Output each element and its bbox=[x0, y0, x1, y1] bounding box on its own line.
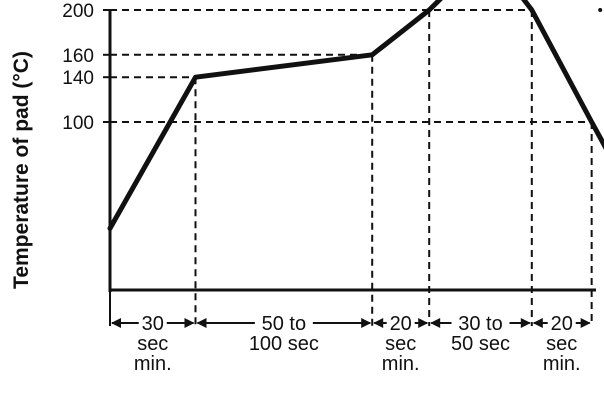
y-tick-label: 200 bbox=[62, 1, 94, 22]
interval-label: min. bbox=[382, 353, 420, 375]
interval-label: sec bbox=[385, 333, 416, 355]
arrowhead-left bbox=[196, 318, 207, 328]
arrowhead-right bbox=[184, 318, 195, 328]
interval-label: sec bbox=[546, 333, 577, 355]
temperature-curve-group bbox=[107, 0, 604, 231]
interval-label: 50 to bbox=[262, 313, 306, 335]
arrowhead-right bbox=[361, 318, 372, 328]
interval-label: 30 to bbox=[458, 313, 502, 335]
data-point bbox=[427, 8, 432, 12]
interval-label-bg bbox=[547, 311, 576, 333]
data-point bbox=[370, 52, 375, 57]
interval-label-bg bbox=[138, 311, 167, 333]
arrowhead-right bbox=[418, 318, 429, 328]
data-point bbox=[108, 226, 112, 231]
interval-label: 100 sec bbox=[249, 333, 319, 355]
arrowhead-left bbox=[430, 318, 441, 328]
y-tick-label: 100 bbox=[62, 113, 94, 134]
interval-label: min. bbox=[134, 353, 172, 375]
interval-label: sec bbox=[137, 333, 168, 355]
arrowhead-right bbox=[520, 318, 531, 328]
reference-lines bbox=[109, 9, 593, 326]
data-point bbox=[193, 75, 198, 80]
y-tick-label: 160 bbox=[62, 46, 94, 67]
y-axis-label: Temperature of pad (°C) bbox=[10, 51, 33, 289]
axes bbox=[108, 10, 596, 292]
interval-label: 20 bbox=[551, 313, 573, 335]
temperature-curve bbox=[107, 0, 604, 231]
interval-label-bg bbox=[451, 311, 510, 333]
y-tick-label: 140 bbox=[62, 68, 94, 89]
arrowhead-right bbox=[580, 318, 591, 328]
interval-label-bg bbox=[254, 311, 313, 333]
arrowhead-left bbox=[373, 318, 384, 328]
arrowhead-left bbox=[532, 318, 543, 328]
data-point bbox=[598, 8, 603, 12]
interval-label: 20 bbox=[390, 313, 412, 335]
interval-label-bg bbox=[386, 311, 415, 333]
arrowhead-left bbox=[111, 318, 121, 328]
y-ticks: 100140160200230 bbox=[62, 1, 110, 134]
interval-label: 50 sec bbox=[451, 333, 510, 355]
data-points bbox=[108, 8, 603, 231]
interval-label: 30 bbox=[142, 313, 164, 335]
interval-label: min. bbox=[543, 353, 581, 375]
